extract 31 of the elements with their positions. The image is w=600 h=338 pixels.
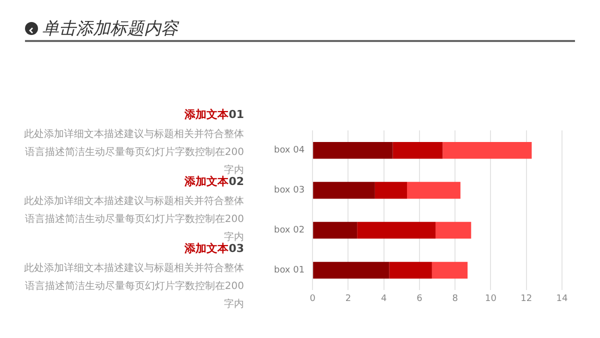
text: 单击添加标题内容 xyxy=(42,18,178,40)
bar xyxy=(392,142,443,159)
bar xyxy=(407,182,460,199)
x-tick-label: 6 xyxy=(416,294,423,304)
text: 添加文本03 xyxy=(184,242,244,257)
bar xyxy=(313,222,358,239)
x-tick-label: 0 xyxy=(310,294,316,304)
bar xyxy=(389,262,432,279)
bar xyxy=(313,262,390,279)
bar xyxy=(374,182,408,199)
text: 添加文本01 xyxy=(184,107,244,123)
x-tick-label: 14 xyxy=(556,294,568,304)
bar xyxy=(313,142,393,159)
y-tick-label: box 01 xyxy=(274,266,305,276)
x-tick-label: 10 xyxy=(485,294,497,304)
x-tick-label: 8 xyxy=(452,294,458,304)
text: 此处添加详细文本描述建议与标题相关并符合整体语言描述简洁生动尽量每页幻灯片字数控制在200字内 xyxy=(23,128,244,176)
bar xyxy=(442,142,532,159)
y-tick-label: box 04 xyxy=(274,146,305,156)
bar xyxy=(432,262,468,279)
text: 添加文本02 xyxy=(184,174,244,190)
text: 此处添加详细文本描述建议与标题相关并符合整体语言描述简洁生动尽量每页幻灯片字数控制在200字内 xyxy=(23,262,244,312)
x-tick-label: 12 xyxy=(520,294,532,304)
y-tick-label: box 03 xyxy=(274,186,305,196)
bar xyxy=(313,182,375,199)
bar xyxy=(436,222,472,239)
y-tick-label: box 02 xyxy=(274,226,305,236)
text: 此处添加详细文本描述建议与标题相关并符合整体语言描述简洁生动尽量每页幻灯片字数控制在200字内 xyxy=(23,194,244,243)
bar xyxy=(357,222,436,239)
x-tick-label: 4 xyxy=(380,294,387,304)
x-tick-label: 2 xyxy=(345,294,352,304)
